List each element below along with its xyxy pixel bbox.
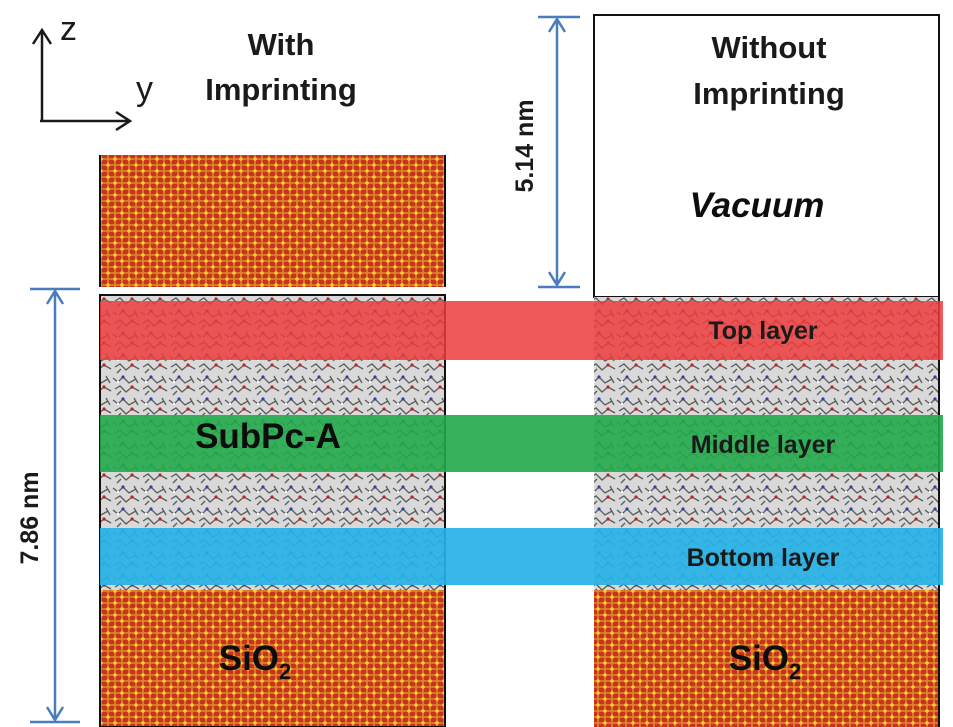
material-label: SubPc-A [195,417,341,456]
substrate-sub: 2 [789,659,801,684]
dimension-label: 7.86 nm [16,471,44,564]
layer-label: Bottom layer [687,544,840,572]
layer-label: Middle layer [691,431,836,459]
left-title-line: Imprinting [205,72,357,107]
left-title-line: With [248,27,315,62]
vacuum-label: Vacuum [690,186,825,225]
page: z y With Imprinting Without Imprinting V… [0,0,953,727]
layer-label: Top layer [708,317,818,345]
substrate-base: SiO [219,639,279,678]
substrate-base: SiO [729,639,789,678]
right-title-line: Without [711,30,826,65]
axis-z-label: z [60,10,77,48]
substrate-sub: 2 [279,659,291,684]
figure: z y With Imprinting Without Imprinting V… [0,0,953,727]
dimension-label: 5.14 nm [511,99,539,192]
axes-icon [33,30,130,130]
imprint-slab [100,155,445,287]
axis-y-label: y [136,70,153,108]
right-title-line: Imprinting [693,76,845,111]
